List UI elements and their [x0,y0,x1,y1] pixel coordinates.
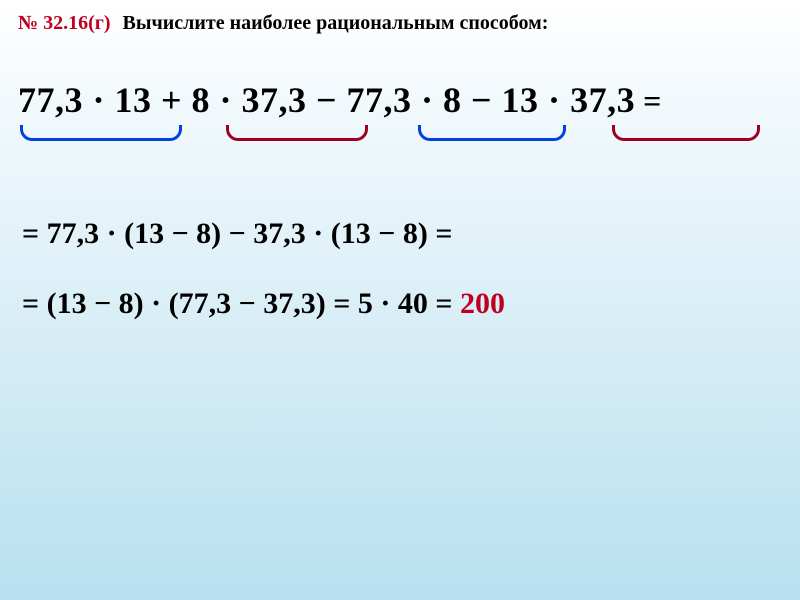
instruction-text: Вычислите наиболее рациональным способом… [123,12,549,35]
main-expression-container: 77,3 · 13 + 8 · 37,3 − 77,3 · 8 − 13 · 3… [18,79,800,169]
group-bracket-3 [418,125,566,141]
exercise-number: № 32.16(г) [18,12,111,35]
group-bracket-1 [20,125,182,141]
header: № 32.16(г) Вычислите наиболее рациональн… [0,0,800,35]
final-answer: 200 [460,287,505,320]
solution-step-1: = 77,3 · (13 − 8) − 37,3 · (13 − 8) = [22,217,800,251]
equals-sign: = [643,83,661,119]
step2-expression: = (13 − 8) · (77,3 − 37,3) = 5 · 40 = [22,287,460,320]
main-expression: 77,3 · 13 + 8 · 37,3 − 77,3 · 8 − 13 · 3… [18,80,635,120]
group-bracket-4 [612,125,760,141]
solution-step-2: = (13 − 8) · (77,3 − 37,3) = 5 · 40 = 20… [22,287,800,321]
group-bracket-2 [226,125,368,141]
